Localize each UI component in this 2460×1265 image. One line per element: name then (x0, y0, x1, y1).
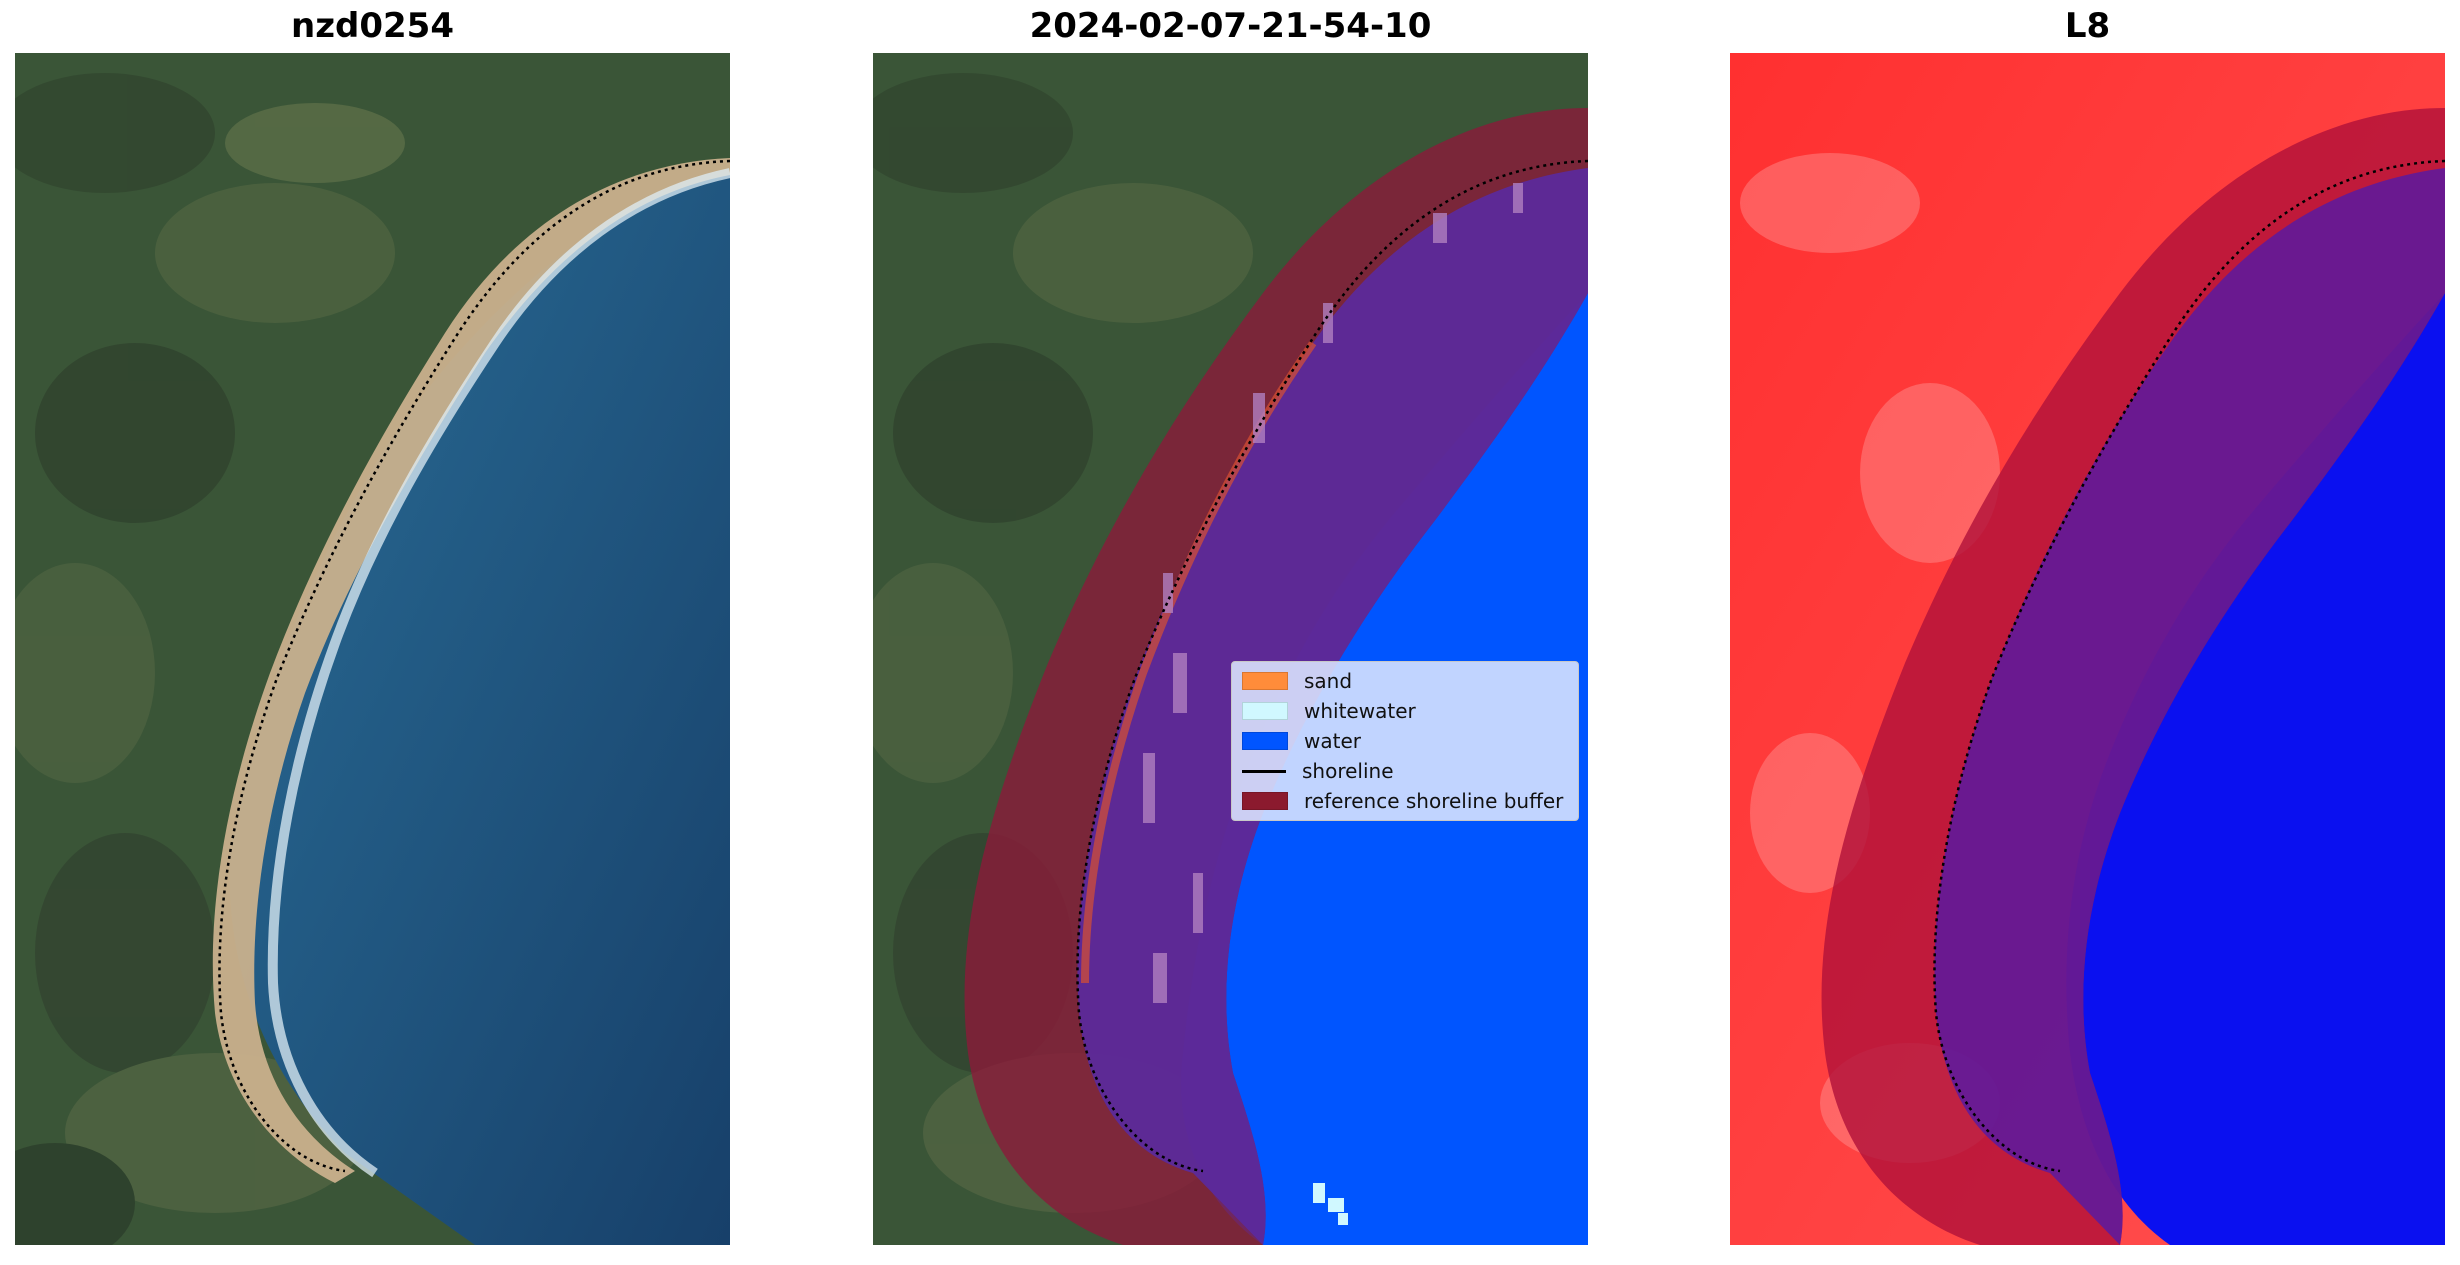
panel-title: nzd0254 (291, 6, 454, 46)
legend-swatch-whitewater (1242, 702, 1288, 720)
shoreline-dotted (1933, 159, 2445, 1173)
panel-rgb: nzd0254 (15, 0, 730, 1265)
sea-area (229, 168, 730, 1245)
legend-label: water (1304, 729, 1361, 753)
legend-swatch-buffer (1242, 792, 1288, 810)
shoreline-dotted (218, 159, 730, 1173)
legend-swatch-water (1242, 732, 1288, 750)
legend-item-shoreline: shoreline (1242, 756, 1568, 786)
whitewater-spot (1313, 1183, 1348, 1225)
classified-image (873, 53, 1588, 1245)
panel-title: L8 (2064, 6, 2111, 46)
legend-label: shoreline (1302, 759, 1394, 783)
legend-label: sand (1304, 669, 1353, 693)
buffer-water-overlap (1077, 168, 1588, 1245)
panel-title: 2024-02-07-21-54-10 (1029, 6, 1432, 46)
shoreline-dotted (1076, 159, 1588, 1173)
l8-index-image (1730, 53, 2445, 1245)
legend-item-whitewater: whitewater (1242, 696, 1568, 726)
legend-swatch-shoreline (1242, 769, 1286, 773)
buffer-water-overlap (1934, 168, 2445, 1245)
legend-label: reference shoreline buffer (1304, 789, 1564, 813)
legend-item-buffer: reference shoreline buffer (1242, 786, 1568, 816)
panel-l8: L8 (1730, 0, 2445, 1265)
legend: sand whitewater water shoreline referenc… (1231, 661, 1579, 821)
legend-label: whitewater (1304, 699, 1416, 723)
legend-item-sand: sand (1242, 666, 1568, 696)
water-index-area (2066, 293, 2445, 1245)
whitewater-line (267, 168, 730, 1178)
rgb-satellite-image (15, 53, 730, 1245)
legend-item-water: water (1242, 726, 1568, 756)
panel-classification: 2024-02-07-21-54-10 (873, 0, 1588, 1265)
beach-strip (212, 158, 730, 1183)
legend-swatch-sand (1242, 672, 1288, 690)
